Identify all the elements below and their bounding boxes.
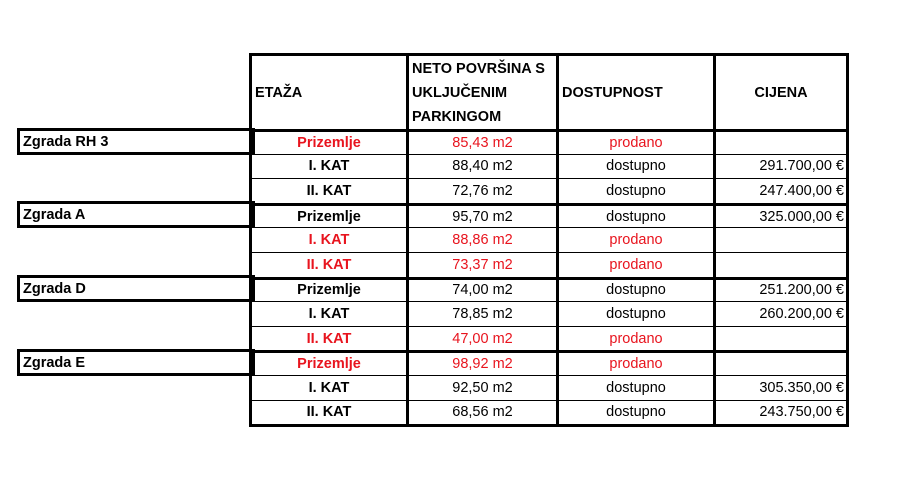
cell-price: 243.750,00 € xyxy=(713,400,846,425)
table-row: I. KAT 88,40 m2 dostupno 291.700,00 € xyxy=(252,153,846,179)
cell-status: dostupno xyxy=(556,154,713,179)
table-row: II. KAT 47,00 m2 prodano xyxy=(252,325,846,351)
cell-floor: Prizemlje xyxy=(297,134,361,151)
cell-area: 68,56 m2 xyxy=(406,400,556,425)
cell-area: 73,37 m2 xyxy=(406,252,556,277)
cell-price: 291.700,00 € xyxy=(713,154,846,179)
table-row: I. KAT 92,50 m2 dostupno 305.350,00 € xyxy=(252,374,846,400)
cell-floor: Prizemlje xyxy=(297,356,361,373)
cell-floor: II. KAT xyxy=(306,182,352,199)
cell-price xyxy=(713,326,846,351)
table-body: Prizemlje 85,43 m2 prodano I. KAT 88,40 m2 do… xyxy=(252,129,846,425)
cell-area: 92,50 m2 xyxy=(406,375,556,400)
cell-status: prodano xyxy=(556,228,713,252)
table-row: I. KAT 78,85 m2 dostupno 260.200,00 € xyxy=(252,301,846,326)
cell-price: 251.200,00 € xyxy=(713,279,846,302)
header-area: NETO POVRŠINA S UKLJUČENIM PARKINGOM xyxy=(406,56,556,129)
building-label: Zgrada D xyxy=(17,275,255,302)
cell-price: 247.400,00 € xyxy=(713,179,846,203)
cell-area: 88,40 m2 xyxy=(406,154,556,179)
table-row: I. KAT 88,86 m2 prodano xyxy=(252,227,846,252)
cell-area: 88,86 m2 xyxy=(406,228,556,252)
cell-area: 72,76 m2 xyxy=(406,179,556,203)
cell-status: dostupno xyxy=(556,279,713,302)
cell-area: 98,92 m2 xyxy=(406,353,556,375)
table-row: II. KAT 68,56 m2 dostupno 243.750,00 € xyxy=(252,399,846,425)
cell-area: 47,00 m2 xyxy=(406,326,556,351)
building-label: Zgrada A xyxy=(17,201,255,228)
cell-status: dostupno xyxy=(556,400,713,425)
cell-status: dostupno xyxy=(556,302,713,326)
cell-status: dostupno xyxy=(556,205,713,228)
cell-status: prodano xyxy=(556,326,713,351)
cell-status: dostupno xyxy=(556,179,713,203)
cell-area: 74,00 m2 xyxy=(406,279,556,302)
cell-floor: II. KAT xyxy=(306,256,352,273)
cell-price: 305.350,00 € xyxy=(713,375,846,400)
cell-floor: I. KAT xyxy=(308,232,350,249)
table-row: II. KAT 72,76 m2 dostupno 247.400,00 € xyxy=(252,178,846,203)
cell-status: prodano xyxy=(556,353,713,375)
table-row: Prizemlje 95,70 m2 dostupno 325.000,00 € xyxy=(252,202,846,228)
cell-price xyxy=(713,353,846,375)
header-availability: DOSTUPNOST xyxy=(556,56,713,129)
cell-area: 85,43 m2 xyxy=(406,132,556,154)
cell-status: prodano xyxy=(556,132,713,154)
cell-price: 325.000,00 € xyxy=(713,205,846,228)
cell-floor: I. KAT xyxy=(308,305,350,322)
cell-status: prodano xyxy=(556,252,713,277)
table-header: ETAŽA NETO POVRŠINA S UKLJUČENIM PARKING… xyxy=(252,56,846,129)
building-label: Zgrada E xyxy=(17,349,255,376)
table-row: Prizemlje 74,00 m2 dostupno 251.200,00 € xyxy=(252,276,846,302)
cell-floor: II. KAT xyxy=(306,330,352,347)
apartment-table: ETAŽA NETO POVRŠINA S UKLJUČENIM PARKING… xyxy=(249,53,849,428)
cell-status: dostupno xyxy=(556,375,713,400)
building-label: Zgrada RH 3 xyxy=(17,128,255,155)
cell-floor: I. KAT xyxy=(308,379,350,396)
cell-floor: Prizemlje xyxy=(297,208,361,225)
table-row: Prizemlje 85,43 m2 prodano xyxy=(252,129,846,154)
header-price: CIJENA xyxy=(713,56,846,129)
cell-price xyxy=(713,132,846,154)
cell-area: 95,70 m2 xyxy=(406,205,556,228)
cell-price xyxy=(713,228,846,252)
cell-floor: I. KAT xyxy=(308,158,350,175)
cell-area: 78,85 m2 xyxy=(406,302,556,326)
table-row: II. KAT 73,37 m2 prodano xyxy=(252,251,846,277)
cell-price xyxy=(713,252,846,277)
cell-price: 260.200,00 € xyxy=(713,302,846,326)
table-row: Prizemlje 98,92 m2 prodano xyxy=(252,350,846,375)
cell-floor: Prizemlje xyxy=(297,282,361,299)
cell-floor: II. KAT xyxy=(306,404,352,421)
header-floor: ETAŽA xyxy=(255,84,303,101)
